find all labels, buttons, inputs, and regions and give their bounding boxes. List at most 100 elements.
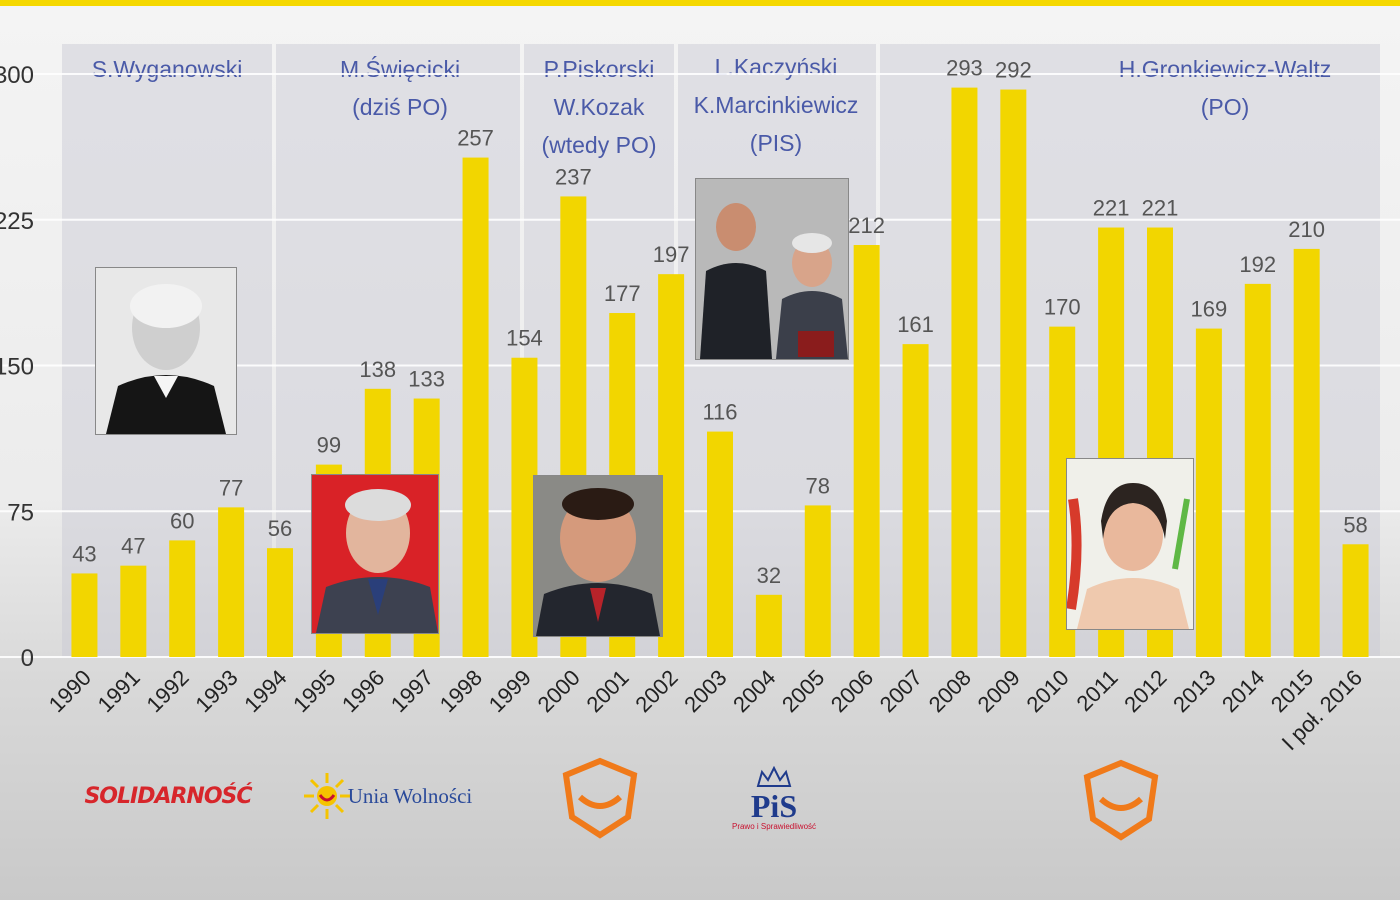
data-label: 192: [1239, 252, 1276, 277]
data-label: 133: [408, 367, 445, 392]
y-tick-label: 75: [7, 499, 34, 526]
data-label: 32: [757, 563, 781, 588]
bar: [1244, 283, 1271, 657]
bar: [1342, 544, 1369, 657]
data-label: 161: [897, 312, 934, 337]
x-tick-label: 2013: [1168, 665, 1220, 717]
tenure-line: M.Święcicki: [339, 56, 461, 82]
tenure-line: L.Kaczyński: [714, 54, 838, 80]
bar: [707, 431, 733, 657]
data-label: 58: [1343, 512, 1367, 537]
tenure-line: (wtedy PO): [541, 132, 657, 158]
tenure-line: (PO): [1200, 94, 1250, 120]
bar: [1000, 89, 1027, 657]
po-logo-icon: [562, 757, 638, 839]
data-label: 257: [457, 126, 494, 151]
data-label: 177: [604, 281, 641, 306]
photo-swiecicki: [311, 474, 439, 634]
x-tick-label: 1994: [239, 665, 291, 717]
bar: [853, 245, 880, 657]
bar: [755, 594, 782, 657]
tenure-label-wyganowski: S.Wyganowski: [62, 50, 272, 88]
x-tick-label: 1997: [386, 665, 438, 717]
tenure-label-kaczynski: L.Kaczyński K.Marcinkiewicz (PIS): [668, 48, 884, 162]
photo-piskorski: [533, 475, 663, 637]
top-accent-bar: [0, 0, 1400, 6]
bar: [120, 565, 147, 657]
data-label: 237: [555, 164, 592, 189]
bar: [267, 548, 293, 657]
photo-wyganowski: [95, 267, 237, 435]
data-label: 43: [72, 541, 96, 566]
bar: [951, 87, 978, 657]
x-tick-label: 2005: [777, 665, 829, 717]
data-label: 169: [1191, 297, 1228, 322]
x-tick-label: 1999: [484, 665, 536, 717]
x-tick-label: 1990: [44, 665, 96, 717]
data-label: 221: [1093, 196, 1130, 221]
x-tick-label: 2014: [1217, 665, 1269, 717]
logo-unia-wolnosci: Unia Wolności: [292, 768, 482, 824]
tenure-label-swiecicki: M.Święcicki (dziś PO): [290, 50, 510, 126]
x-tick-label: 1998: [435, 665, 487, 717]
x-tick-label: 1996: [337, 665, 389, 717]
data-label: 212: [848, 213, 885, 238]
x-tick-label: 2011: [1072, 665, 1123, 716]
data-label: 170: [1044, 295, 1081, 320]
tenure-line: H.Gronkiewicz-Waltz: [1118, 56, 1332, 82]
bar: [1195, 328, 1222, 657]
tenure-line: K.Marcinkiewicz: [693, 92, 859, 118]
x-tick-label: 1991: [93, 665, 145, 717]
tenure-line: S.Wyganowski: [91, 56, 243, 82]
x-tick-label: 2004: [728, 665, 780, 717]
y-tick-label: 300: [0, 62, 34, 89]
photo-kaczynski-marcinkiewicz: [695, 178, 849, 360]
data-label: 138: [359, 357, 396, 382]
eagle-crown-icon: [756, 765, 792, 787]
bar-chart: 0 75 150 225 300 43 1990 47 1991 60 1992 77 1993 56 19…: [0, 55, 1369, 756]
x-tick-label: 2010: [1021, 665, 1073, 717]
y-tick-label: 150: [0, 354, 34, 381]
bar: [1293, 248, 1320, 657]
data-label: 221: [1142, 196, 1179, 221]
logo-pis: PiS Prawo i Sprawiedliwość: [728, 756, 820, 840]
tenure-line: (dziś PO): [352, 94, 448, 120]
tenure-label-piskorski: P.Piskorski W.Kozak (wtedy PO): [524, 50, 674, 164]
bar: [169, 540, 196, 657]
data-label: 60: [170, 508, 194, 533]
tenure-line: W.Kozak: [553, 94, 645, 120]
data-label: 292: [995, 58, 1032, 83]
bar: [462, 157, 489, 657]
x-tick-label: 1993: [190, 665, 242, 717]
x-tick-label: 2006: [826, 665, 878, 717]
bar: [804, 505, 831, 657]
bar: [71, 573, 98, 657]
x-tick-label: 2008: [924, 665, 976, 717]
x-tick-label: 1992: [141, 665, 193, 717]
po-logo-icon: [1083, 759, 1159, 841]
unia-wordmark: Unia Wolności: [347, 783, 473, 808]
bar: [218, 507, 245, 657]
x-tick-label: 2002: [630, 665, 682, 717]
data-label: 77: [219, 475, 243, 500]
data-label: 210: [1288, 217, 1325, 242]
tenure-line: P.Piskorski: [543, 56, 655, 82]
data-label: 154: [506, 326, 543, 351]
data-label: 56: [268, 516, 292, 541]
y-tick-label: 0: [21, 645, 34, 672]
x-tick-label: 2009: [973, 665, 1025, 717]
x-tick-label: 2012: [1119, 665, 1171, 717]
data-label: 116: [702, 400, 737, 425]
solidarnosc-wordmark: SOLIDARNOŚĆ: [84, 783, 252, 809]
logo-solidarnosc: SOLIDARNOŚĆ: [84, 768, 252, 824]
data-label: 197: [653, 242, 690, 267]
sun-icon: [303, 773, 350, 819]
pis-wordmark: PiS: [750, 787, 798, 824]
pis-subtitle: Prawo i Sprawiedliwość: [731, 821, 817, 831]
y-tick-label: 225: [0, 208, 34, 235]
x-tick-label: 1995: [288, 665, 340, 717]
photo-gronkiewicz-waltz: [1066, 458, 1194, 630]
x-tick-label: 2001: [581, 665, 633, 717]
data-label: 47: [121, 534, 145, 559]
data-label: 293: [946, 56, 983, 81]
